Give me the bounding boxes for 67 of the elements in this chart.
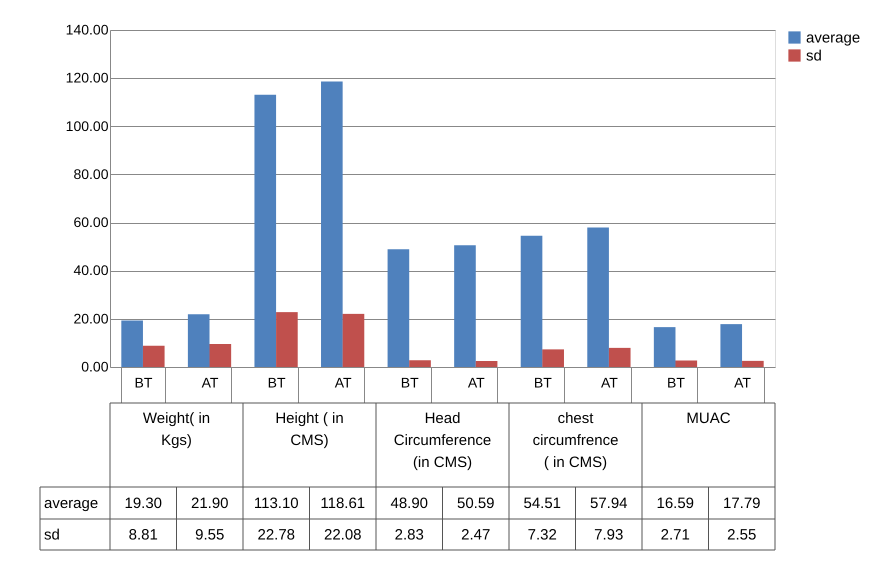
bar xyxy=(476,361,498,367)
bar xyxy=(654,327,676,367)
bar xyxy=(210,344,232,367)
data-label: 50.59 xyxy=(456,495,495,512)
bar xyxy=(142,346,165,367)
legend-label: sd xyxy=(806,48,822,64)
data-label: 54.51 xyxy=(523,495,562,512)
bar xyxy=(742,360,764,367)
bar xyxy=(188,314,210,367)
text: average xyxy=(44,495,98,512)
data-label: 9.55 xyxy=(195,526,224,544)
x-tick-label: BT xyxy=(268,374,286,390)
data-label: 22.78 xyxy=(257,526,296,544)
bar xyxy=(276,312,298,367)
bar xyxy=(321,81,343,367)
bar xyxy=(388,249,410,367)
x-tick-label: BT xyxy=(134,374,153,390)
bar xyxy=(542,349,564,367)
data-label: 2.47 xyxy=(461,526,490,544)
text: MUAC xyxy=(686,410,731,427)
text: Weight( in Kgs) xyxy=(142,410,210,449)
data-label: 2.55 xyxy=(727,526,756,544)
bar xyxy=(720,324,742,367)
text: sd xyxy=(44,526,60,544)
bar xyxy=(520,236,542,367)
data-label: 2.71 xyxy=(660,526,690,544)
x-tick-label: AT xyxy=(202,374,219,390)
text: chest circumfrence ( in CMS) xyxy=(532,410,618,471)
x-tick-label: BT xyxy=(534,374,552,390)
x-tick-label: AT xyxy=(468,374,486,390)
y-tick-label: 0.00 xyxy=(81,358,109,374)
data-label: 57.94 xyxy=(590,495,628,512)
bar xyxy=(409,360,431,367)
data-label: 19.30 xyxy=(124,495,162,512)
bar xyxy=(121,320,143,367)
data-label: 2.83 xyxy=(394,526,424,544)
y-tick-label: 80.00 xyxy=(73,166,109,182)
bar xyxy=(342,314,364,367)
y-tick-label: 20.00 xyxy=(73,310,109,326)
y-tick-label: 60.00 xyxy=(73,214,109,230)
data-label: 7.32 xyxy=(528,526,557,544)
bar xyxy=(454,245,476,367)
legend-label: average xyxy=(806,30,860,46)
x-tick-label: AT xyxy=(334,374,352,390)
data-label: 17.79 xyxy=(722,495,761,512)
x-tick-label: BT xyxy=(667,374,686,390)
data-label: 113.10 xyxy=(254,495,299,512)
text: Height ( in CMS) xyxy=(275,410,344,449)
x-tick-label: AT xyxy=(734,374,752,390)
data-label: 22.08 xyxy=(324,526,362,544)
x-tick-label: BT xyxy=(400,374,420,390)
data-label: 16.59 xyxy=(656,495,694,512)
y-tick-label: 40.00 xyxy=(73,262,109,278)
text: Head Circumference (in CMS) xyxy=(394,410,492,471)
bar xyxy=(608,348,631,367)
y-tick-label: 100.00 xyxy=(66,118,109,134)
data-label: 7.93 xyxy=(594,526,624,544)
x-tick-label: AT xyxy=(600,374,618,390)
bar xyxy=(675,360,698,367)
bar xyxy=(587,228,609,367)
data-label: 118.61 xyxy=(320,495,366,512)
bar xyxy=(254,94,276,367)
y-tick-label: 120.00 xyxy=(66,70,109,86)
data-label: 48.90 xyxy=(390,495,428,512)
data-label: 8.81 xyxy=(128,526,158,544)
y-tick-label: 140.00 xyxy=(66,22,109,38)
data-label: 21.90 xyxy=(190,495,229,512)
